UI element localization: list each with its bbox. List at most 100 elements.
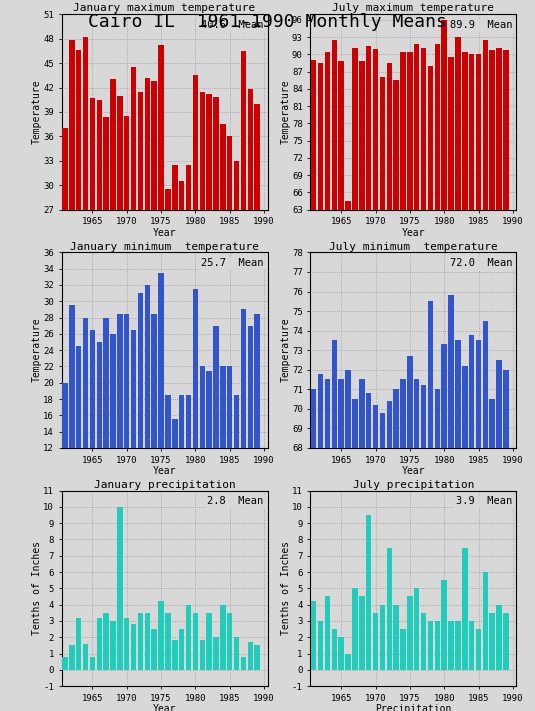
X-axis label: Precipitation: Precipitation <box>375 704 452 711</box>
Bar <box>83 318 88 545</box>
Bar <box>220 366 226 545</box>
Bar <box>352 48 358 572</box>
Bar <box>207 613 212 670</box>
Bar <box>179 395 185 545</box>
Bar <box>469 55 475 572</box>
Bar <box>96 618 102 670</box>
Bar <box>496 48 502 572</box>
Bar <box>248 326 253 545</box>
Title: July minimum  temperature: July minimum temperature <box>329 242 498 252</box>
Bar <box>90 98 95 429</box>
Bar <box>255 104 260 429</box>
Bar <box>90 657 95 670</box>
Bar <box>137 92 143 429</box>
Bar <box>200 366 205 545</box>
Bar <box>483 40 488 572</box>
Bar <box>332 341 337 711</box>
Bar <box>503 613 509 670</box>
Bar <box>448 621 454 670</box>
Text: 3.9  Mean: 3.9 Mean <box>456 496 512 506</box>
X-axis label: Year: Year <box>153 466 176 476</box>
Bar <box>366 393 371 711</box>
Bar <box>421 385 426 711</box>
Bar <box>490 613 495 670</box>
Bar <box>455 341 461 711</box>
Bar <box>131 67 136 429</box>
Bar <box>332 40 337 572</box>
Bar <box>503 50 509 572</box>
Bar <box>427 66 433 572</box>
Bar <box>427 621 433 670</box>
Y-axis label: Temperature: Temperature <box>280 318 291 383</box>
Bar <box>158 273 164 545</box>
Bar <box>110 621 116 670</box>
Bar <box>311 602 317 670</box>
Title: January maximum temperature: January maximum temperature <box>73 4 256 14</box>
Bar <box>380 413 385 711</box>
Bar <box>400 52 406 572</box>
X-axis label: Year: Year <box>153 228 176 237</box>
Bar <box>234 637 239 670</box>
Bar <box>172 419 178 545</box>
Bar <box>483 321 488 711</box>
Bar <box>496 360 502 711</box>
Bar <box>165 395 171 545</box>
Bar <box>345 653 351 670</box>
Bar <box>83 37 88 429</box>
Bar <box>359 61 364 572</box>
Bar <box>373 405 378 711</box>
Bar <box>110 334 116 545</box>
Bar <box>434 44 440 572</box>
Bar <box>62 128 68 429</box>
Y-axis label: Temperature: Temperature <box>32 318 42 383</box>
Bar <box>117 96 123 429</box>
Bar <box>207 370 212 545</box>
Bar <box>366 515 371 670</box>
Bar <box>62 383 68 545</box>
Bar <box>352 588 358 670</box>
Bar <box>131 330 136 545</box>
Bar <box>345 370 351 711</box>
Bar <box>96 100 102 429</box>
Bar <box>455 37 461 572</box>
Bar <box>179 629 185 670</box>
Title: July precipitation: July precipitation <box>353 480 474 490</box>
Bar <box>318 621 323 670</box>
Bar <box>434 621 440 670</box>
Text: 89.9  Mean: 89.9 Mean <box>449 20 512 30</box>
Bar <box>103 613 109 670</box>
Bar <box>227 366 233 545</box>
Bar <box>318 374 323 711</box>
Bar <box>476 55 482 572</box>
Bar <box>248 642 253 670</box>
Bar <box>131 624 136 670</box>
Bar <box>339 61 344 572</box>
Bar <box>193 289 198 545</box>
Bar <box>179 181 185 429</box>
Bar <box>103 117 109 429</box>
Y-axis label: Tenths of Inches: Tenths of Inches <box>280 541 291 636</box>
Bar <box>69 305 74 545</box>
Bar <box>441 580 447 670</box>
Bar <box>325 52 330 572</box>
Bar <box>339 380 344 711</box>
Bar <box>193 75 198 429</box>
Bar <box>448 296 454 711</box>
Bar <box>455 621 461 670</box>
Text: 40.6  Mean: 40.6 Mean <box>201 20 263 30</box>
Bar <box>255 646 260 670</box>
Bar <box>186 604 192 670</box>
Bar <box>325 597 330 670</box>
Bar <box>124 618 129 670</box>
Bar <box>380 604 385 670</box>
X-axis label: Year: Year <box>153 704 176 711</box>
Bar <box>103 318 109 545</box>
Bar <box>345 201 351 572</box>
Bar <box>241 657 246 670</box>
Bar <box>427 301 433 711</box>
Bar <box>400 380 406 711</box>
Bar <box>69 41 74 429</box>
Bar <box>83 643 88 670</box>
Y-axis label: Temperature: Temperature <box>32 80 42 144</box>
Bar <box>490 50 495 572</box>
